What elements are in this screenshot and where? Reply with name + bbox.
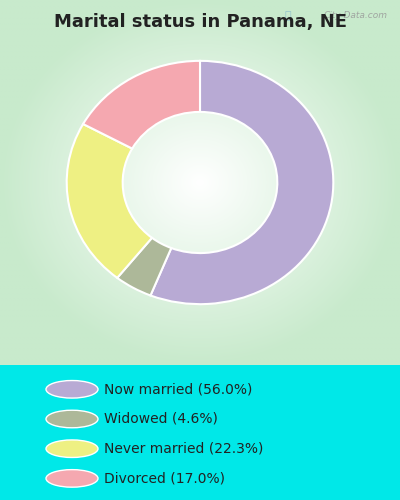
Circle shape [46, 410, 98, 428]
Wedge shape [67, 124, 152, 278]
Text: Now married (56.0%): Now married (56.0%) [104, 382, 252, 396]
Text: Divorced (17.0%): Divorced (17.0%) [104, 472, 225, 486]
Text: Widowed (4.6%): Widowed (4.6%) [104, 412, 218, 426]
Text: City-Data.com: City-Data.com [324, 11, 388, 20]
Text: Marital status in Panama, NE: Marital status in Panama, NE [54, 12, 346, 30]
Wedge shape [83, 61, 200, 148]
Wedge shape [150, 61, 333, 304]
Text: ⓘ: ⓘ [285, 11, 291, 21]
Circle shape [46, 380, 98, 398]
Circle shape [46, 470, 98, 487]
Wedge shape [117, 238, 171, 296]
Text: Never married (22.3%): Never married (22.3%) [104, 442, 263, 456]
Circle shape [46, 440, 98, 458]
